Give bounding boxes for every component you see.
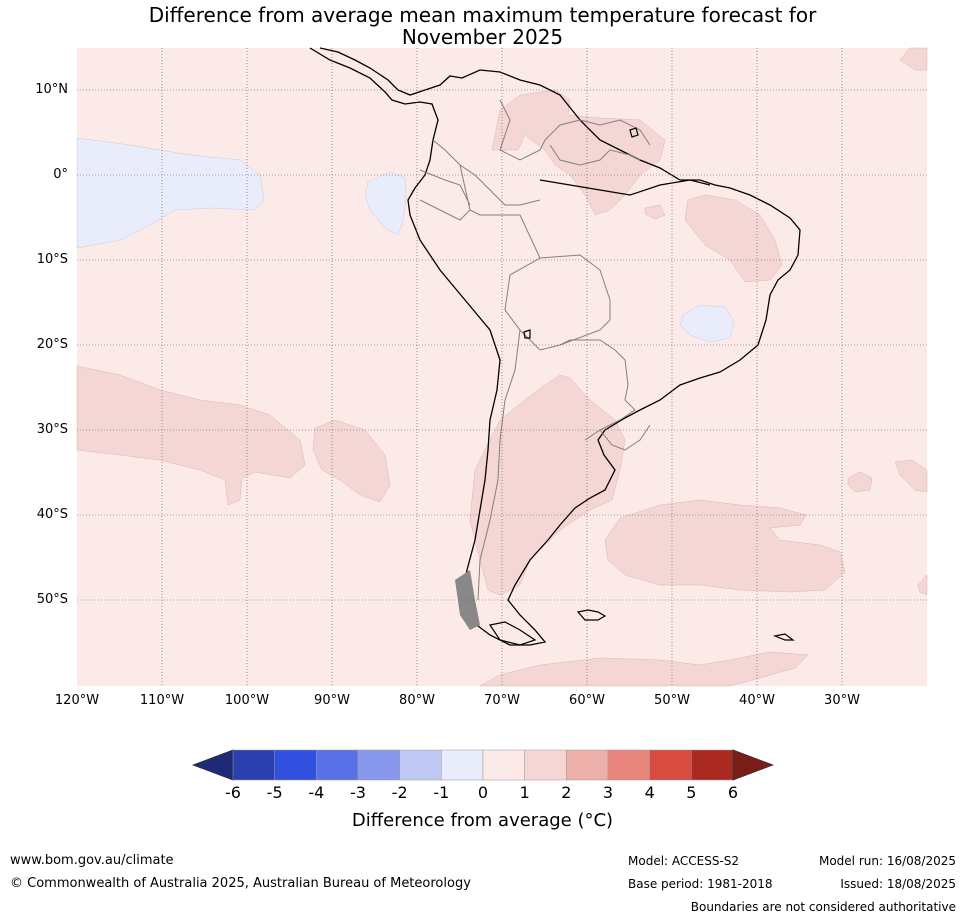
south-america-coastline [309, 47, 801, 646]
colorbar-cell [482, 749, 525, 781]
colorbar-tick-label: -6 [225, 783, 241, 802]
colorbar-tick-label: -1 [433, 783, 450, 802]
amazon-river [539, 179, 711, 196]
lon-label-30w: 30°W [824, 693, 860, 708]
colorbar-cell [316, 749, 359, 781]
colorbar-tick-label: 2 [561, 783, 572, 802]
cool-anomaly-regions [76, 137, 735, 343]
title-line-1: Difference from average mean maximum tem… [148, 3, 817, 27]
colorbar-cell [566, 749, 609, 781]
colorbar-tick-label: -5 [266, 783, 283, 802]
warm-anomaly-regions [76, 47, 928, 687]
lon-label-50w: 50°W [654, 693, 690, 708]
lon-label-70w: 70°W [484, 693, 520, 708]
warm-region-small-east [644, 204, 666, 220]
colorbar-cell [524, 749, 567, 781]
warm-region-atlantic-southeast [894, 459, 928, 493]
colorbar-cells [232, 749, 734, 781]
warm-region-atlantic-edge [917, 574, 928, 596]
lakes-islands [489, 127, 795, 646]
warm-region-northeast-brazil [684, 194, 783, 283]
footer-disclaimer: Boundaries are not considered authoritat… [690, 900, 956, 914]
lat-label-10n: 10°N [35, 82, 68, 97]
colorbar-cell [274, 749, 317, 781]
colorbar [191, 749, 775, 781]
country-borders [419, 99, 651, 601]
south-georgia [772, 633, 795, 641]
footer-website[interactable]: www.bom.gov.au/climate [10, 853, 174, 868]
tierra-del-fuego [489, 621, 537, 646]
cool-region-pacific-equatorial [76, 137, 265, 249]
colorbar-tick-label: -2 [391, 783, 408, 802]
lon-label-120w: 120°W [54, 693, 100, 708]
lat-label-20s: 20°S [36, 337, 68, 352]
footer-model: Model: ACCESS-S2 [628, 854, 740, 868]
colorbar-tick-label: 1 [519, 783, 530, 802]
warm-region-atlantic-small [847, 471, 873, 493]
colorbar-low-extend [191, 749, 234, 781]
footer-model-run: Model run: 16/08/2025 [818, 854, 956, 868]
gridlines [77, 48, 927, 686]
falkland-islands [576, 609, 607, 621]
lon-label-60w: 60°W [569, 693, 605, 708]
warm-region-southern-ocean [479, 651, 809, 687]
lat-label-0: 0° [53, 167, 68, 182]
lon-label-90w: 90°W [314, 693, 350, 708]
lat-label-40s: 40°S [36, 507, 68, 522]
colorbar-tick-label: 3 [602, 783, 614, 802]
warm-region-pacific-southwest [76, 365, 306, 506]
footer-base-period: Base period: 1981-2018 [628, 877, 773, 891]
footer-copyright: © Commonwealth of Australia 2025, Austra… [10, 876, 471, 891]
lon-label-100w: 100°W [224, 693, 270, 708]
colorbar-high-extend [732, 749, 775, 781]
warm-region-south-atlantic [604, 499, 846, 593]
cool-region-galapagos-east [364, 171, 407, 236]
lon-label-110w: 110°W [139, 693, 185, 708]
colorbar-cell [399, 749, 442, 781]
colorbar-tick-label: 6 [727, 783, 739, 802]
cool-region-brazil-interior [679, 304, 735, 343]
colorbar-label: Difference from average (°C) [351, 810, 614, 831]
title-line-2: November 2025 [401, 25, 564, 49]
colorbar-cell [607, 749, 650, 781]
lake-titicaca [523, 329, 531, 339]
warm-region-pacific-central [312, 419, 391, 503]
warm-region-south-america-south [469, 374, 626, 596]
lat-label-50s: 50°S [36, 592, 68, 607]
colorbar-cell [232, 749, 275, 781]
map-title: Difference from average mean maximum tem… [0, 4, 965, 48]
colorbar-cell [441, 749, 484, 781]
colorbar-tick-label: 4 [644, 783, 655, 802]
colorbar-cell [357, 749, 400, 781]
colorbar-cell [691, 749, 734, 781]
colorbar-tick-label: -3 [350, 783, 366, 802]
colorbar-tick-label: 0 [477, 783, 489, 802]
lon-label-80w: 80°W [399, 693, 435, 708]
colorbar-cell [649, 749, 692, 781]
lon-label-40w: 40°W [739, 693, 775, 708]
colorbar-tick-label: -4 [308, 783, 325, 802]
colorbar-tick-label: 5 [686, 783, 697, 802]
lat-label-10s: 10°S [36, 252, 68, 267]
warm-region-atlantic-north [899, 47, 928, 71]
footer-issued: Issued: 18/08/2025 [840, 877, 956, 891]
lat-label-30s: 30°S [36, 422, 68, 437]
marajo-island [629, 127, 639, 138]
